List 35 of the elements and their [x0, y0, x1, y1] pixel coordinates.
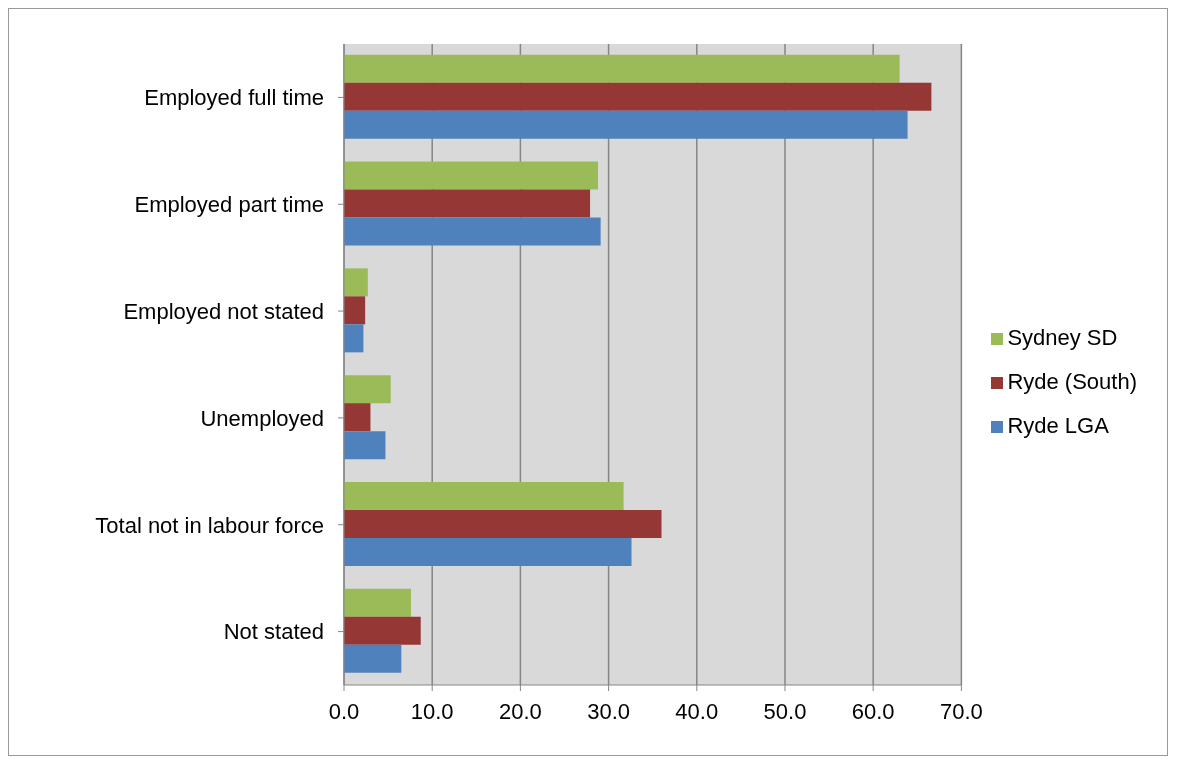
x-tick-label: 10.0: [410, 698, 454, 724]
x-tick-label: 0.0: [328, 698, 360, 724]
y-tick-label: Employed part time: [134, 192, 324, 218]
bar: [344, 217, 601, 246]
bar: [344, 324, 364, 353]
bar: [344, 189, 591, 218]
y-tick-label: Unemployed: [200, 405, 324, 431]
bar: [344, 161, 599, 190]
x-tick-label: 30.0: [587, 698, 630, 724]
bar: [344, 482, 624, 511]
bar: [344, 510, 662, 539]
bar: [344, 375, 391, 404]
bar: [344, 403, 371, 432]
y-tick-label: Employed full time: [144, 85, 324, 111]
bar: [344, 616, 421, 645]
x-tick-label: 50.0: [763, 698, 807, 724]
legend-label: Ryde (South): [1007, 369, 1137, 394]
bar: [344, 296, 366, 325]
y-tick-label: Not stated: [223, 619, 324, 645]
y-tick-label: Employed not stated: [123, 298, 324, 324]
bar: [344, 588, 412, 617]
bar: [344, 54, 900, 83]
bar: [344, 644, 402, 673]
bar: [344, 82, 932, 111]
x-tick-label: 70.0: [939, 698, 983, 724]
x-tick-label: 60.0: [851, 698, 895, 724]
bar: [344, 110, 908, 139]
x-tick-label: 40.0: [675, 698, 719, 724]
bar: [344, 431, 386, 460]
bar: [344, 268, 368, 297]
x-tick-label: 20.0: [498, 698, 542, 724]
legend-label: Ryde LGA: [1007, 413, 1109, 438]
legend-label: Sydney SD: [1007, 325, 1118, 350]
y-tick-label: Total not in labour force: [95, 512, 324, 538]
bar: [344, 538, 632, 567]
